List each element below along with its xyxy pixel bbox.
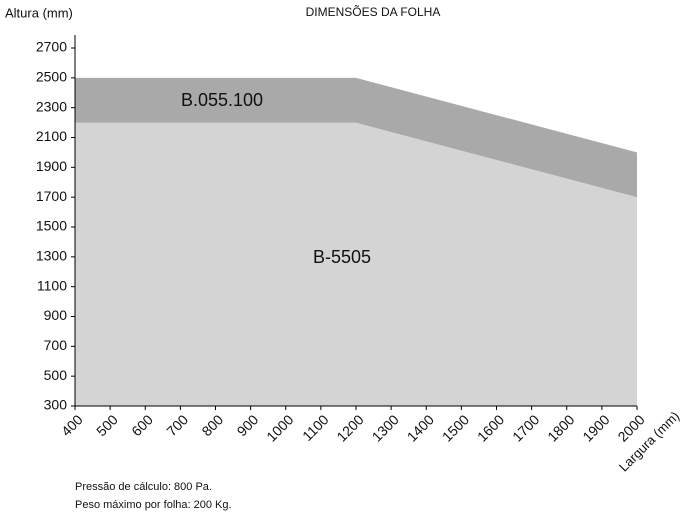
y-tick-label: 300 <box>44 397 68 413</box>
x-tick-label: 1100 <box>299 411 332 444</box>
area <box>75 122 637 406</box>
x-tick-label: 400 <box>58 411 86 439</box>
y-tick-label: 1300 <box>36 248 67 264</box>
plot-area: B.055.100B-55053005007009001100130015001… <box>36 35 648 445</box>
series-label: B-5505 <box>313 247 371 267</box>
y-tick-label: 1100 <box>37 277 67 293</box>
x-tick-label: 1900 <box>579 411 612 444</box>
note: Peso máximo por folha: 200 Kg. <box>75 499 232 511</box>
x-tick-label: 1200 <box>333 411 366 444</box>
y-tick-label: 1900 <box>36 158 67 174</box>
x-tick-label: 1700 <box>509 411 542 444</box>
y-tick-label: 700 <box>44 337 68 353</box>
x-tick-label: 1400 <box>404 411 437 444</box>
y-tick-label: 1500 <box>36 218 67 234</box>
x-tick-label: 1500 <box>439 411 472 444</box>
y-tick-label: 1700 <box>36 188 67 204</box>
note: Pressão de cálculo: 800 Pa. <box>75 481 212 493</box>
x-tick-label: 800 <box>198 411 226 439</box>
y-axis-label: Altura (mm) <box>5 5 73 20</box>
y-tick-label: 2100 <box>36 128 67 144</box>
y-tick-label: 2500 <box>36 69 67 85</box>
x-tick-label: 1300 <box>369 411 402 444</box>
y-tick-label: 2300 <box>36 98 67 114</box>
y-tick-label: 900 <box>44 307 68 323</box>
x-tick-label: 900 <box>234 411 262 439</box>
y-tick-label: 500 <box>44 367 68 383</box>
x-tick-label: 500 <box>93 411 121 439</box>
x-tick-label: 1800 <box>544 411 577 444</box>
x-tick-label: 700 <box>163 411 191 439</box>
chart-title: DIMENSÕES DA FOLHA <box>306 4 441 19</box>
x-tick-label: 1600 <box>474 411 507 444</box>
x-tick-label: 600 <box>128 411 156 439</box>
series-label: B.055.100 <box>181 90 263 110</box>
y-tick-label: 2700 <box>36 39 67 55</box>
x-tick-label: 1000 <box>263 411 296 444</box>
